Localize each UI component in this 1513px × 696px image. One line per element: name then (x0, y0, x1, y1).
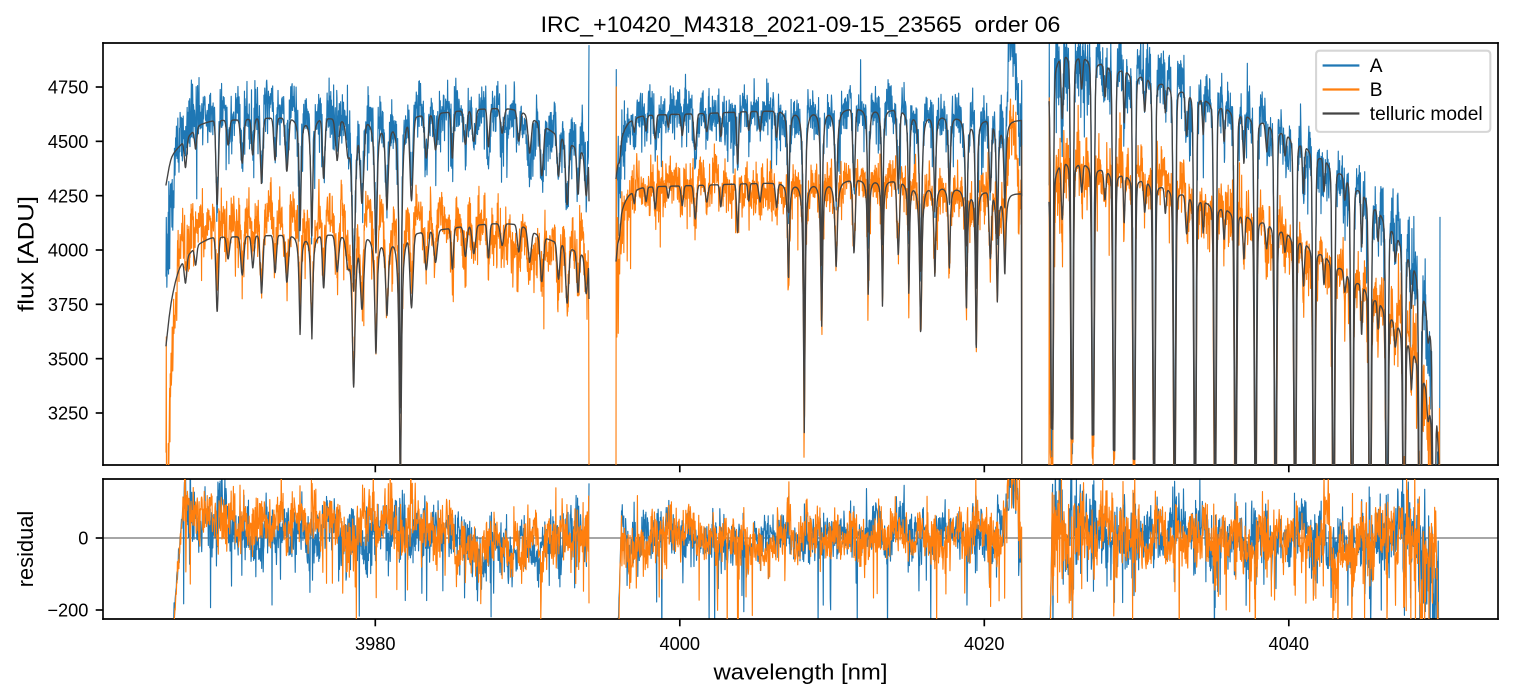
svg-text:residual: residual (13, 511, 38, 588)
svg-text:telluric model: telluric model (1370, 104, 1483, 125)
svg-text:A: A (1370, 56, 1383, 77)
svg-text:4000: 4000 (660, 634, 701, 654)
svg-text:wavelength [nm]: wavelength [nm] (712, 660, 887, 685)
svg-text:3250: 3250 (48, 404, 89, 424)
svg-text:0: 0 (78, 529, 88, 549)
svg-text:flux [ADU]: flux [ADU] (13, 196, 38, 312)
svg-text:IRC_+10420_M4318_2021-09-15_23: IRC_+10420_M4318_2021-09-15_23565 order … (541, 12, 1061, 37)
svg-text:4000: 4000 (48, 241, 89, 261)
svg-text:4500: 4500 (48, 132, 89, 152)
svg-text:3750: 3750 (48, 295, 89, 315)
svg-text:4020: 4020 (964, 634, 1005, 654)
svg-text:4040: 4040 (1269, 634, 1310, 654)
svg-text:−200: −200 (47, 601, 88, 621)
svg-text:4250: 4250 (48, 186, 89, 206)
svg-text:B: B (1370, 80, 1383, 101)
svg-text:3980: 3980 (355, 634, 396, 654)
svg-text:4750: 4750 (48, 78, 89, 98)
svg-text:3500: 3500 (48, 349, 89, 369)
